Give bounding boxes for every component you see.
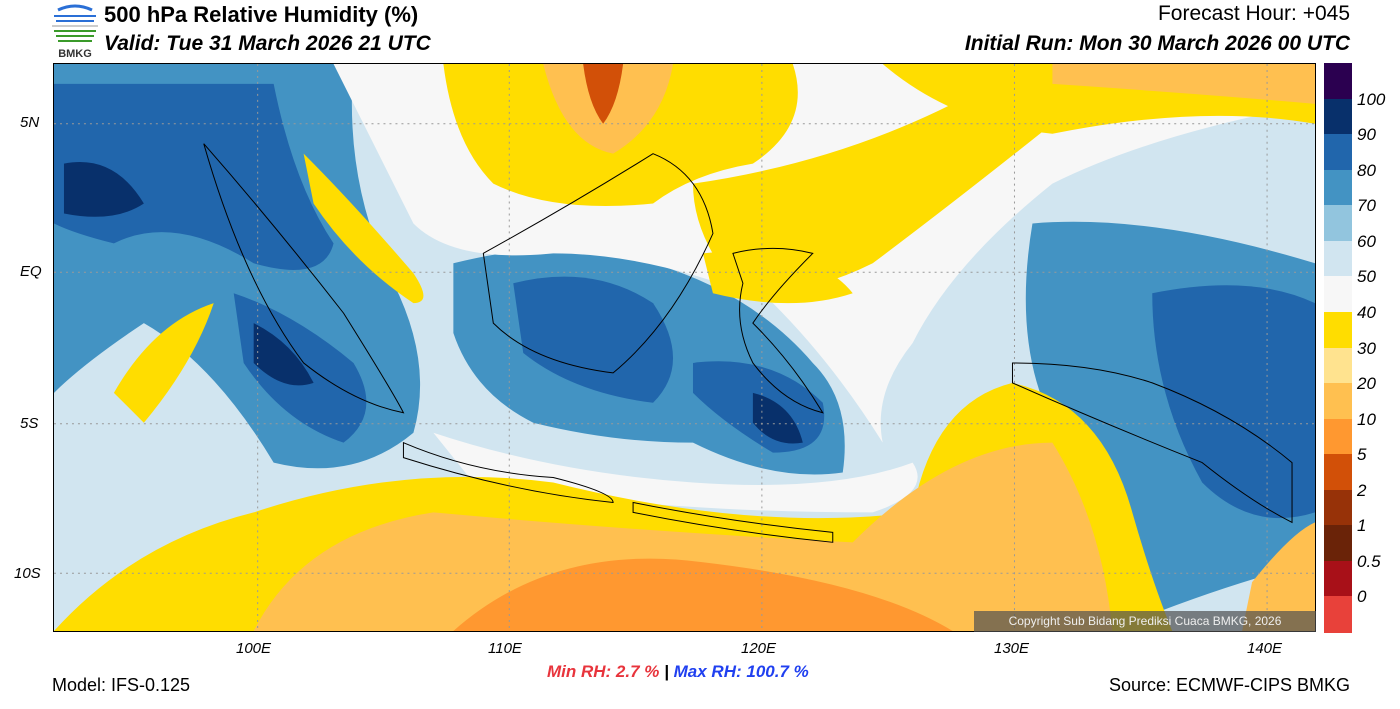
colorbar-label: 0.5 xyxy=(1357,551,1381,571)
colorbar-label: 50 xyxy=(1357,267,1376,287)
colorbar-swatch xyxy=(1324,98,1352,135)
humidity-map xyxy=(53,63,1316,632)
colorbar-swatch xyxy=(1324,240,1352,277)
colorbar-swatch xyxy=(1324,383,1352,420)
colorbar-label: 90 xyxy=(1357,125,1376,145)
colorbar-swatch xyxy=(1324,525,1352,562)
colorbar-swatch xyxy=(1324,205,1352,242)
max-rh: Max RH: 100.7 % xyxy=(673,662,809,681)
lon-label: 100E xyxy=(236,640,272,657)
lat-label: 5S xyxy=(20,415,39,432)
colorbar-label: 5 xyxy=(1357,445,1367,465)
lat-label: 10S xyxy=(14,565,41,582)
lon-label: 120E xyxy=(741,640,777,657)
lon-label: 130E xyxy=(994,640,1030,657)
colorbar-label: 2 xyxy=(1357,480,1367,500)
min-max-rh: Min RH: 2.7 % | Max RH: 100.7 % xyxy=(547,662,809,682)
colorbar-swatch xyxy=(1324,560,1352,597)
colorbar-swatch xyxy=(1324,347,1352,384)
lon-label: 140E xyxy=(1247,640,1283,657)
colorbar-swatch xyxy=(1324,63,1352,100)
min-rh: Min RH: 2.7 % xyxy=(547,662,660,681)
colorbar-swatch xyxy=(1324,311,1352,348)
lat-label: EQ xyxy=(20,263,42,280)
colorbar-label: 0 xyxy=(1357,587,1367,607)
lat-label: 5N xyxy=(20,114,40,131)
svg-text:BMKG: BMKG xyxy=(58,48,92,60)
initial-run: Initial Run: Mon 30 March 2026 00 UTC xyxy=(964,32,1350,55)
colorbar-label: 100 xyxy=(1357,89,1386,109)
model-label: Model: IFS-0.125 xyxy=(52,675,191,695)
bmkg-logo: BMKG xyxy=(52,4,98,60)
coastlines xyxy=(203,143,1293,543)
colorbar-label: 80 xyxy=(1357,160,1376,180)
colorbar-swatch xyxy=(1324,276,1352,313)
colorbar-swatch xyxy=(1324,596,1352,633)
colorbar-swatch xyxy=(1324,134,1352,171)
colorbar-swatch xyxy=(1324,418,1352,455)
source-label: Source: ECMWF-CIPS BMKG xyxy=(1108,675,1350,695)
separator: | xyxy=(664,662,669,681)
graticule xyxy=(54,64,1315,631)
colorbar-label: 10 xyxy=(1357,409,1376,429)
lon-label: 110E xyxy=(488,640,522,657)
colorbar-label: 20 xyxy=(1357,374,1376,394)
colorbar-label: 70 xyxy=(1357,196,1376,216)
colorbar-label: 1 xyxy=(1357,516,1367,536)
colorbar-label: 30 xyxy=(1357,338,1376,358)
colorbar-swatch xyxy=(1324,454,1352,491)
colorbar-swatch xyxy=(1324,489,1352,526)
copyright: Copyright Sub Bidang Prediksi Cuaca BMKG… xyxy=(974,611,1316,632)
valid-time: Valid: Tue 31 March 2026 21 UTC xyxy=(104,32,431,55)
colorbar-swatch xyxy=(1324,169,1352,206)
colorbar-label: 60 xyxy=(1357,231,1376,251)
colorbar xyxy=(1324,63,1352,633)
chart-title: 500 hPa Relative Humidity (%) xyxy=(104,2,419,27)
colorbar-label: 40 xyxy=(1357,302,1376,322)
forecast-hour: Forecast Hour: +045 xyxy=(1157,2,1350,25)
